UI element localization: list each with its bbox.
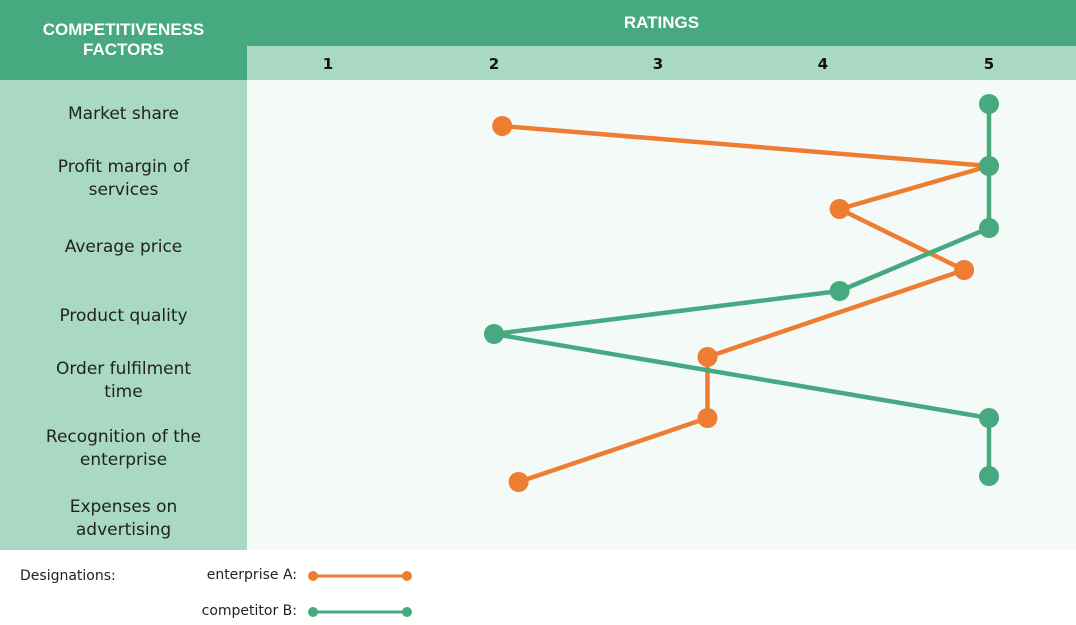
factor-label: Average price [0,236,247,259]
rating-tick-label: 4 [817,55,829,73]
competitor-b-point [829,281,850,301]
rating-tick-label: 2 [488,55,500,73]
ratings-header: RATINGS [247,0,1076,46]
ratings-scale-bar [247,46,1076,80]
factor-label-line: time [104,382,143,402]
enterprise-a-point [697,408,718,428]
enterprise-a-point [954,260,975,280]
competitor-b-point [979,218,999,238]
legend-item-label: competitor B: [201,603,297,619]
factor-label-line: Average price [64,237,183,257]
factors-header: COMPETITIVENESS FACTORS [0,0,247,80]
legend-swatch-dot [402,607,412,617]
legend-swatch-dot [308,607,318,617]
factor-label-line: enterprise [79,450,168,470]
enterprise-a-point [697,347,718,367]
ratings-header-label: RATINGS [623,13,700,32]
factor-label-line: advertising [75,520,172,540]
factor-label-line: services [88,180,159,200]
legend-item-label: enterprise A: [206,567,297,583]
factor-label-line: Product quality [59,306,188,326]
rating-tick-label: 3 [652,55,664,73]
rating-tick-label: 5 [983,55,995,73]
factor-label-line: Recognition of the [45,427,202,447]
factor-label-line: Expenses on [69,497,178,517]
factors-header-line1: COMPETITIVENESS [42,20,205,39]
rating-tick-label: 1 [322,55,334,73]
competitor-b-point [979,466,999,486]
legend-title: Designations: [20,568,116,584]
competitor-b-point [979,156,999,176]
factor-label: Expenses on advertising [0,496,247,542]
legend-swatch-dot [308,571,318,581]
competitor-b-point [484,324,504,344]
competitor-b-point [979,408,999,428]
enterprise-a-point [492,116,513,136]
factor-label: Product quality [0,305,247,328]
factor-label-line: Profit margin of [57,157,190,177]
factors-column [0,80,247,550]
factors-header-line2: FACTORS [83,40,164,59]
enterprise-a-point [508,472,529,492]
factor-label: Market share [0,103,247,126]
factor-label: Order fulfilment time [0,358,247,404]
factor-label: Profit margin of services [0,156,247,202]
factor-label: Recognition of the enterprise [0,426,247,472]
legend-swatch-dot [402,571,412,581]
factor-label-line: Order fulfilment [55,359,192,379]
competitor-b-point [979,94,999,114]
factor-label-line: Market share [68,104,179,124]
enterprise-a-point [829,199,850,219]
